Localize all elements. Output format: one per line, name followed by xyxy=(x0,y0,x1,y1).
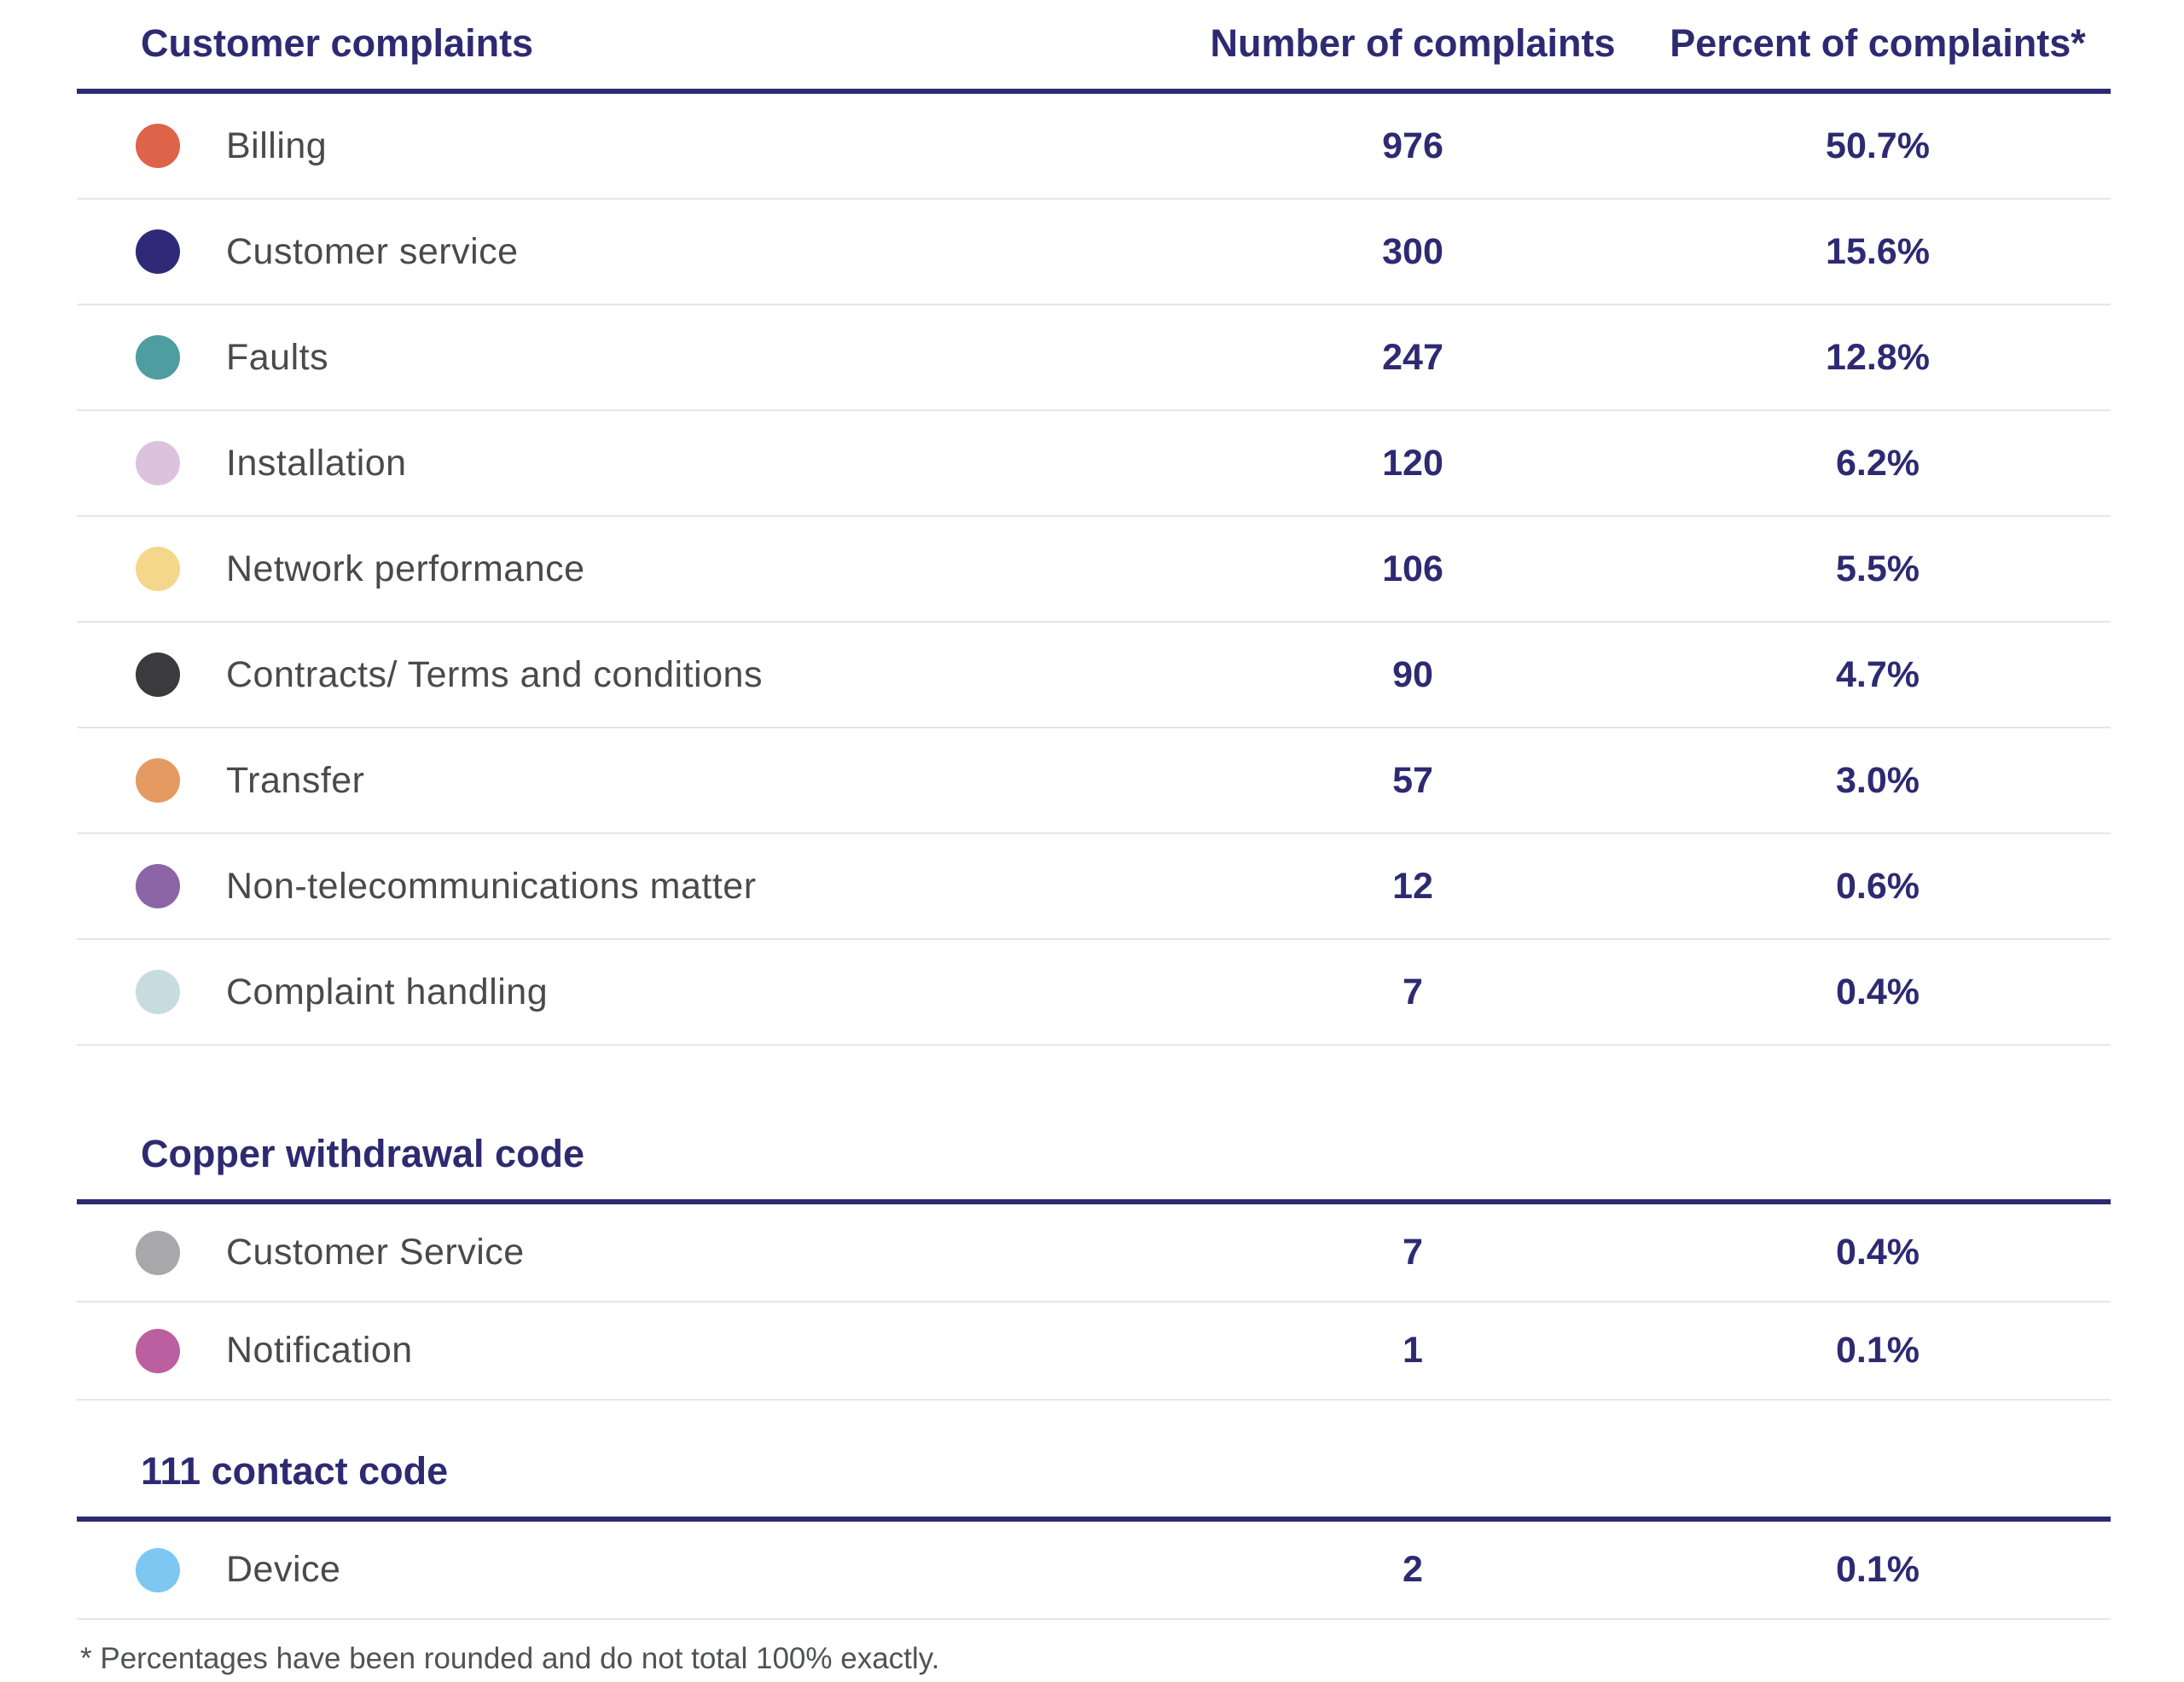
row-percent: 0.6% xyxy=(1835,865,1920,907)
row-count: 2 xyxy=(1403,1549,1423,1590)
legend-dot-cell xyxy=(77,547,226,591)
table-row: Installation 120 6.2% xyxy=(77,411,2111,517)
row-label: Non-telecommunications matter xyxy=(226,865,757,907)
table-row: Non-telecommunications matter 12 0.6% xyxy=(77,834,2111,940)
row-percent: 0.1% xyxy=(1835,1549,1920,1590)
row-percent: 6.2% xyxy=(1835,442,1920,484)
legend-dot xyxy=(136,335,180,380)
legend-dot-cell xyxy=(77,124,226,168)
table-row: Device 2 0.1% xyxy=(77,1522,2111,1620)
legend-dot-cell xyxy=(77,970,226,1014)
legend-dot xyxy=(136,1547,180,1592)
row-percent: 50.7% xyxy=(1826,125,1930,166)
row-label: Faults xyxy=(226,336,329,378)
table-row: Faults 247 12.8% xyxy=(77,305,2111,411)
row-label: Device xyxy=(226,1549,341,1590)
row-percent: 5.5% xyxy=(1835,548,1920,589)
section-title: Copper withdrawal code xyxy=(141,1132,585,1175)
legend-dot-cell xyxy=(77,864,226,908)
row-count: 12 xyxy=(1392,865,1433,907)
row-count: 90 xyxy=(1392,653,1433,695)
column-header-number-of-complaints: Number of complaints xyxy=(1210,21,1616,65)
row-percent: 0.1% xyxy=(1835,1330,1920,1371)
legend-dot xyxy=(136,1328,180,1373)
row-label: Contracts/ Terms and conditions xyxy=(226,653,763,695)
complaints-table: Customer complaints Number of complaints… xyxy=(77,0,2111,1676)
table-row: Notification 1 0.1% xyxy=(77,1302,2111,1401)
table-row: Transfer 57 3.0% xyxy=(77,728,2111,834)
table-header: Customer complaints Number of complaints… xyxy=(77,0,2111,94)
legend-dot xyxy=(136,124,180,168)
row-percent: 15.6% xyxy=(1826,230,1930,272)
row-count: 106 xyxy=(1382,548,1443,589)
column-header-percent-of-complaints: Percent of complaints* xyxy=(1670,21,2086,65)
legend-dot xyxy=(136,864,180,908)
row-percent: 12.8% xyxy=(1826,336,1930,378)
legend-dot xyxy=(136,970,180,1014)
legend-dot-cell xyxy=(77,1230,226,1275)
row-label: Customer Service xyxy=(226,1232,525,1273)
row-label: Notification xyxy=(226,1330,413,1371)
section-title-block: Copper withdrawal code xyxy=(77,1046,2111,1204)
row-count: 7 xyxy=(1403,971,1423,1012)
row-percent: 0.4% xyxy=(1835,1232,1920,1273)
table-row: Network performance 106 5.5% xyxy=(77,517,2111,623)
row-label: Complaint handling xyxy=(226,971,549,1012)
row-count: 1 xyxy=(1403,1330,1423,1371)
legend-dot-cell xyxy=(77,652,226,697)
row-label: Customer service xyxy=(226,230,519,272)
row-percent: 0.4% xyxy=(1835,971,1920,1012)
row-count: 120 xyxy=(1382,442,1443,484)
row-label: Billing xyxy=(226,125,328,166)
legend-dot xyxy=(136,758,180,803)
legend-dot xyxy=(136,441,180,485)
row-count: 976 xyxy=(1382,125,1443,166)
column-header-customer-complaints: Customer complaints xyxy=(141,21,534,65)
table-row: Complaint handling 7 0.4% xyxy=(77,940,2111,1046)
section-title-block: 111 contact code xyxy=(77,1401,2111,1522)
table-row: Customer Service 7 0.4% xyxy=(77,1204,2111,1302)
table-body: Billing 976 50.7% Customer service 300 15.6% F… xyxy=(77,94,2111,1620)
row-count: 247 xyxy=(1382,336,1443,378)
legend-dot-cell xyxy=(77,335,226,380)
table-row: Customer service 300 15.6% xyxy=(77,200,2111,305)
legend-dot-cell xyxy=(77,1328,226,1373)
row-count: 57 xyxy=(1392,759,1433,801)
legend-dot-cell xyxy=(77,441,226,485)
row-percent: 3.0% xyxy=(1835,759,1920,801)
legend-dot-cell xyxy=(77,1547,226,1592)
footnote: * Percentages have been rounded and do n… xyxy=(80,1642,940,1675)
row-label: Transfer xyxy=(226,759,365,801)
row-percent: 4.7% xyxy=(1835,653,1920,695)
row-count: 300 xyxy=(1382,230,1443,272)
legend-dot xyxy=(136,652,180,697)
row-label: Installation xyxy=(226,442,407,484)
row-label: Network performance xyxy=(226,548,585,589)
section-title: 111 contact code xyxy=(141,1449,449,1493)
table-row: Contracts/ Terms and conditions 90 4.7% xyxy=(77,623,2111,728)
legend-dot-cell xyxy=(77,229,226,274)
legend-dot-cell xyxy=(77,758,226,803)
legend-dot xyxy=(136,229,180,274)
legend-dot xyxy=(136,547,180,591)
table-row: Billing 976 50.7% xyxy=(77,94,2111,200)
row-count: 7 xyxy=(1403,1232,1423,1273)
legend-dot xyxy=(136,1230,180,1275)
